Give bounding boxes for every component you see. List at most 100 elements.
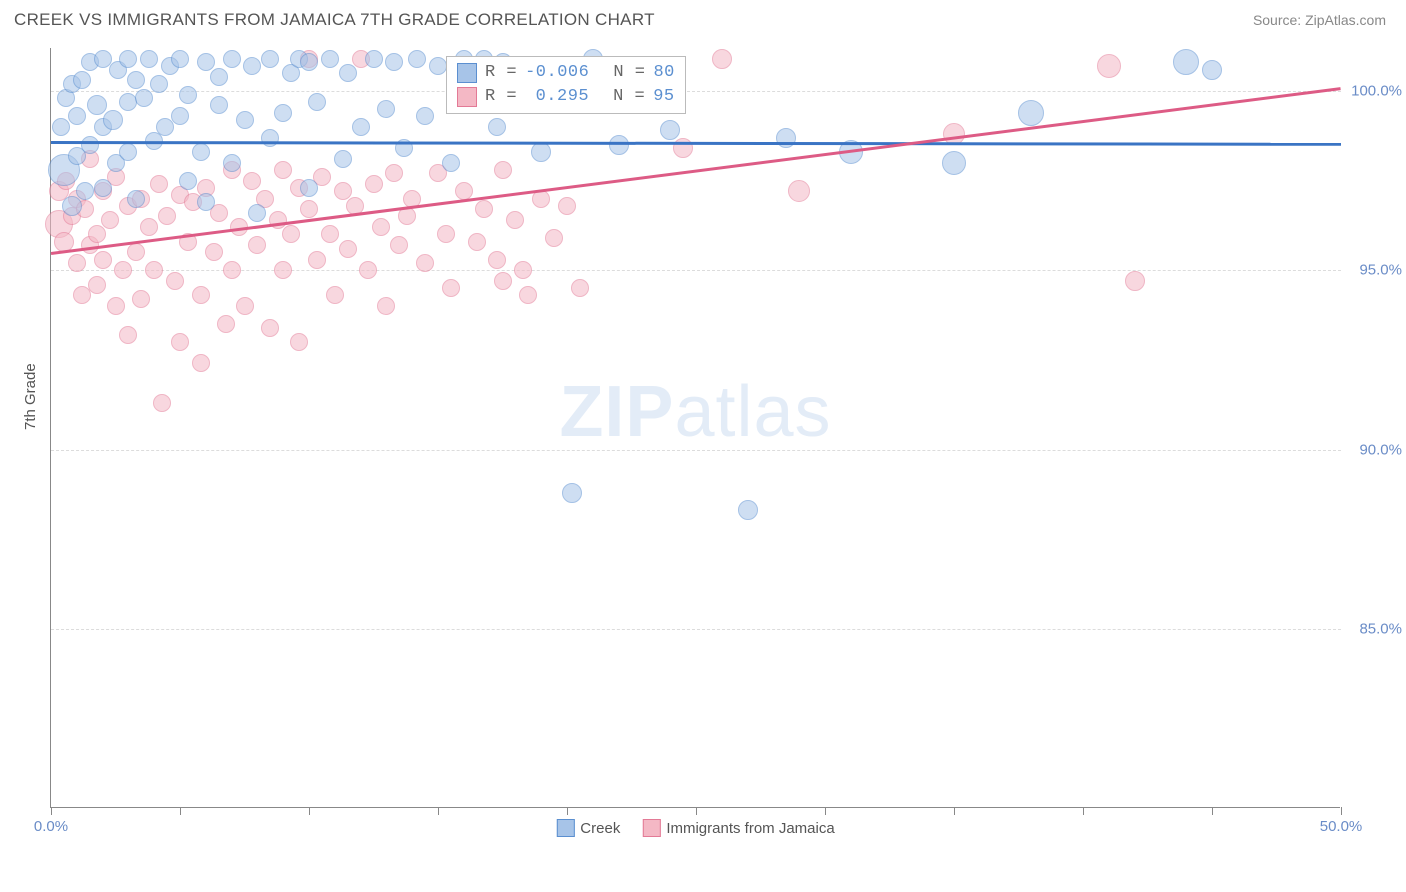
legend-swatch bbox=[642, 819, 660, 837]
data-point bbox=[223, 261, 241, 279]
xtick-mark bbox=[438, 807, 439, 815]
data-point bbox=[274, 104, 292, 122]
data-point bbox=[192, 354, 210, 372]
data-point bbox=[261, 319, 279, 337]
data-point bbox=[81, 136, 99, 154]
data-point bbox=[442, 154, 460, 172]
gridline-h bbox=[51, 629, 1341, 630]
data-point bbox=[1125, 271, 1145, 291]
data-point bbox=[300, 200, 318, 218]
data-point bbox=[1097, 54, 1121, 78]
data-point bbox=[339, 240, 357, 258]
data-point bbox=[562, 483, 582, 503]
ytick-label: 95.0% bbox=[1359, 262, 1402, 279]
xtick-mark bbox=[51, 807, 52, 815]
data-point bbox=[171, 107, 189, 125]
data-point bbox=[468, 233, 486, 251]
data-point bbox=[308, 93, 326, 111]
data-point bbox=[475, 200, 493, 218]
ytick-label: 85.0% bbox=[1359, 620, 1402, 637]
xtick-mark bbox=[1212, 807, 1213, 815]
chart-title: CREEK VS IMMIGRANTS FROM JAMAICA 7TH GRA… bbox=[14, 10, 655, 30]
data-point bbox=[274, 261, 292, 279]
trend-line bbox=[51, 141, 1341, 146]
data-point bbox=[429, 57, 447, 75]
data-point bbox=[166, 272, 184, 290]
data-point bbox=[282, 225, 300, 243]
legend-stats: R =-0.006N =80R =0.295N =95 bbox=[446, 56, 686, 114]
data-point bbox=[197, 193, 215, 211]
data-point bbox=[132, 290, 150, 308]
y-axis-label: 7th Grade bbox=[22, 363, 39, 430]
data-point bbox=[107, 297, 125, 315]
data-point bbox=[514, 261, 532, 279]
legend-swatch bbox=[457, 87, 477, 107]
data-point bbox=[243, 57, 261, 75]
legend-item: Immigrants from Jamaica bbox=[642, 819, 834, 837]
data-point bbox=[127, 71, 145, 89]
data-point bbox=[127, 243, 145, 261]
data-point bbox=[334, 182, 352, 200]
data-point bbox=[179, 86, 197, 104]
data-point bbox=[488, 118, 506, 136]
legend-stats-row: R = -0.006 N = 80 bbox=[457, 61, 675, 85]
data-point bbox=[390, 236, 408, 254]
data-point bbox=[377, 297, 395, 315]
data-point bbox=[223, 50, 241, 68]
data-point bbox=[269, 211, 287, 229]
data-point bbox=[248, 236, 266, 254]
data-point bbox=[321, 225, 339, 243]
data-point bbox=[210, 96, 228, 114]
data-point bbox=[300, 53, 318, 71]
data-point bbox=[103, 110, 123, 130]
xtick-mark bbox=[1083, 807, 1084, 815]
xtick-label: 0.0% bbox=[34, 818, 68, 835]
data-point bbox=[326, 286, 344, 304]
data-point bbox=[365, 50, 383, 68]
data-point bbox=[68, 254, 86, 272]
n-label: N = bbox=[613, 85, 645, 109]
data-point bbox=[377, 100, 395, 118]
data-point bbox=[494, 161, 512, 179]
gridline-h bbox=[51, 91, 1341, 92]
r-label: R = bbox=[485, 61, 517, 85]
n-value: 80 bbox=[653, 61, 674, 85]
data-point bbox=[365, 175, 383, 193]
data-point bbox=[153, 394, 171, 412]
data-point bbox=[236, 111, 254, 129]
watermark: ZIPatlas bbox=[559, 371, 831, 453]
data-point bbox=[114, 261, 132, 279]
data-point bbox=[408, 50, 426, 68]
n-value: 95 bbox=[653, 85, 674, 109]
legend-swatch bbox=[457, 63, 477, 83]
data-point bbox=[942, 151, 966, 175]
data-point bbox=[210, 68, 228, 86]
data-point bbox=[416, 254, 434, 272]
data-point bbox=[660, 120, 680, 140]
r-value: -0.006 bbox=[525, 61, 589, 85]
xtick-mark bbox=[696, 807, 697, 815]
data-point bbox=[290, 333, 308, 351]
data-point bbox=[416, 107, 434, 125]
data-point bbox=[156, 118, 174, 136]
xtick-mark bbox=[309, 807, 310, 815]
source-label: Source: ZipAtlas.com bbox=[1253, 12, 1386, 28]
xtick-label: 50.0% bbox=[1320, 818, 1363, 835]
data-point bbox=[372, 218, 390, 236]
data-point bbox=[738, 500, 758, 520]
data-point bbox=[339, 64, 357, 82]
gridline-h bbox=[51, 450, 1341, 451]
xtick-mark bbox=[825, 807, 826, 815]
data-point bbox=[52, 118, 70, 136]
ytick-label: 100.0% bbox=[1351, 83, 1402, 100]
data-point bbox=[712, 49, 732, 69]
data-point bbox=[145, 261, 163, 279]
n-label: N = bbox=[613, 61, 645, 85]
xtick-mark bbox=[180, 807, 181, 815]
data-point bbox=[73, 71, 91, 89]
legend-series: CreekImmigrants from Jamaica bbox=[556, 819, 834, 837]
data-point bbox=[1202, 60, 1222, 80]
legend-swatch bbox=[556, 819, 574, 837]
data-point bbox=[488, 251, 506, 269]
data-point bbox=[236, 297, 254, 315]
